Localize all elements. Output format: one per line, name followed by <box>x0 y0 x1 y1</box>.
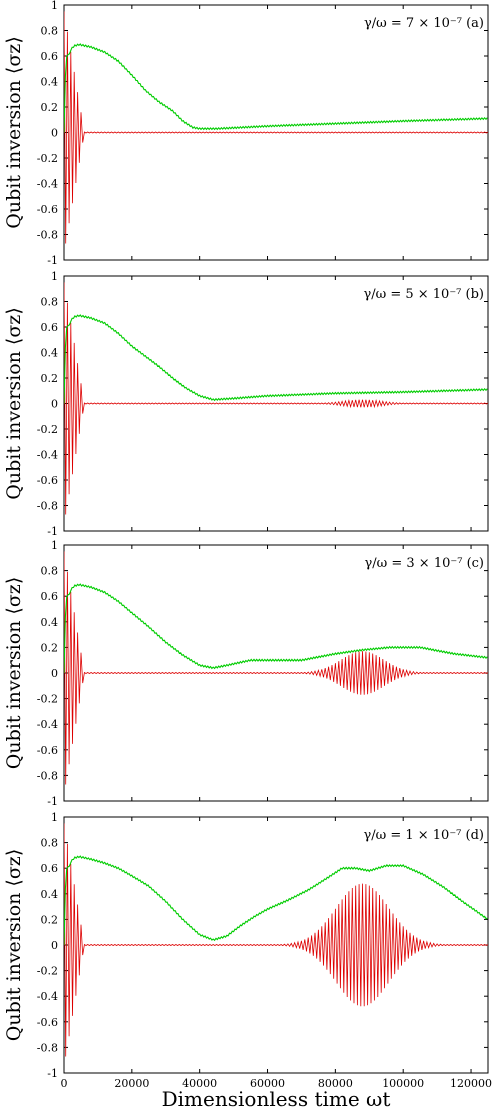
y-tick-label: 0.8 <box>41 837 59 850</box>
y-tick-label: 0.6 <box>41 50 59 63</box>
y-tick-label: -1 <box>47 1067 58 1080</box>
y-tick-label: -0.8 <box>37 229 58 242</box>
y-tick-label: -0.2 <box>37 965 58 978</box>
y-tick-label: 0.8 <box>41 296 59 309</box>
y-tick-label: -0.6 <box>37 474 58 487</box>
y-tick-label: 0.6 <box>41 590 59 603</box>
y-tick-label: 0.4 <box>41 76 59 89</box>
x-tick-label: 120000 <box>450 1077 492 1090</box>
y-tick-label: 0 <box>51 127 58 140</box>
green-series-line <box>64 855 488 946</box>
y-tick-label: -0.8 <box>37 500 58 513</box>
x-tick-label: 100000 <box>382 1077 424 1090</box>
y-tick-label: -0.2 <box>37 152 58 165</box>
panel-c: 1 0.8 0.6 0.4 0.2 0 -0.2 -0.4 -0.6 -0.8 -1 Qubit in… <box>3 539 489 808</box>
y-tick-label: 0.2 <box>41 372 59 385</box>
y-tick-label: 1 <box>51 270 58 283</box>
y-tick-label: -0.4 <box>37 449 58 462</box>
y-tick-label: 0.8 <box>41 25 59 38</box>
x-tick-label: 40000 <box>182 1077 217 1090</box>
y-tick-label: -0.6 <box>37 1016 58 1029</box>
y-tick-label: 0 <box>51 398 58 411</box>
panel-annotation: γ/ω = 1 × 10⁻⁷ (d) <box>363 828 484 843</box>
red-series-line <box>64 282 488 515</box>
y-tick-label: -0.8 <box>37 769 58 782</box>
y-tick-label: 0.4 <box>41 616 59 629</box>
y-axis-label: Qubit inversion ⟨σz⟩ <box>3 849 25 1041</box>
panel-annotation: γ/ω = 7 × 10⁻⁷ (a) <box>364 16 484 31</box>
y-axis-label: Qubit inversion ⟨σz⟩ <box>3 307 25 499</box>
green-series-line <box>64 43 488 133</box>
red-series-line <box>64 11 488 244</box>
panel-d: 10.80.60.40.20-0.2-0.4-0.6-0.8-10 20000 40… <box>3 811 492 1111</box>
y-tick-label: -0.8 <box>37 1041 58 1054</box>
y-tick-label: -0.4 <box>37 990 58 1003</box>
y-tick-label: 0.2 <box>41 641 59 654</box>
x-tick-label: 60000 <box>250 1077 285 1090</box>
y-tick-label: 0.2 <box>41 913 59 926</box>
y-tick-label: 0.6 <box>41 862 59 875</box>
y-tick-label: -0.2 <box>37 693 58 706</box>
red-series-line <box>64 551 488 785</box>
y-tick-label: 0.4 <box>41 347 59 360</box>
y-tick-label: -1 <box>47 795 58 808</box>
y-tick-label: -1 <box>47 525 58 538</box>
x-tick-label: 20000 <box>114 1077 149 1090</box>
y-tick-label: 0.2 <box>41 101 59 114</box>
y-tick-label: 1 <box>51 811 58 824</box>
y-tick-label: 0.4 <box>41 888 59 901</box>
y-tick-label: -0.2 <box>37 423 58 436</box>
x-tick-label: 80000 <box>318 1077 353 1090</box>
y-tick-label: 1 <box>51 0 58 12</box>
y-tick-label: -0.4 <box>37 718 58 731</box>
panel-a: 1 0.8 0.6 0.4 0.2 0 -0.2 -0.4 -0.6 -0.8 -1 Qubit in… <box>3 0 489 267</box>
y-tick-label: 0.8 <box>41 565 59 578</box>
green-series-line <box>64 583 488 674</box>
y-axis-label: Qubit inversion ⟨σz⟩ <box>3 577 25 769</box>
y-tick-label: 0 <box>51 939 58 952</box>
panel-annotation: γ/ω = 3 × 10⁻⁷ (c) <box>364 556 484 571</box>
y-tick-label: -1 <box>47 254 58 267</box>
panel-annotation: γ/ω = 5 × 10⁻⁷ (b) <box>363 287 484 302</box>
y-tick-label: -0.6 <box>37 744 58 757</box>
y-tick-label: -0.4 <box>37 178 58 191</box>
y-axis-label: Qubit inversion ⟨σz⟩ <box>3 36 25 228</box>
y-tick-label: 0.6 <box>41 321 59 334</box>
y-tick-label: -0.6 <box>37 203 58 216</box>
panel-b: 1 0.8 0.6 0.4 0.2 0 -0.2 -0.4 -0.6 -0.8 -1 Qubit in… <box>3 270 489 538</box>
red-series-line <box>64 823 488 1057</box>
y-tick-label: 1 <box>51 539 58 552</box>
x-axis-label: Dimensionless time ωt <box>162 1087 391 1111</box>
green-series-line <box>64 314 488 404</box>
y-tick-label: 0 <box>51 667 58 680</box>
x-tick-label: 0 <box>61 1077 68 1090</box>
